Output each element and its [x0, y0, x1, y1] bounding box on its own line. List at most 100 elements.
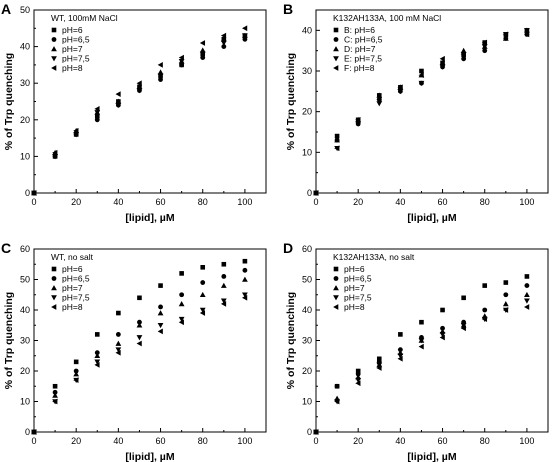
data-point — [52, 383, 58, 389]
x-tick-label: 0 — [31, 436, 36, 446]
y-tick-label: 50 — [20, 275, 30, 285]
legend-marker — [51, 276, 57, 281]
data-point — [461, 56, 467, 62]
data-point — [115, 349, 121, 356]
data-point — [158, 77, 163, 82]
data-point — [220, 301, 227, 307]
data-point — [157, 69, 164, 75]
y-tick-label: 20 — [20, 366, 30, 376]
data-point — [179, 62, 185, 68]
panel-letter: A — [1, 1, 11, 17]
data-point — [94, 113, 100, 119]
x-tick-label: 80 — [480, 436, 490, 446]
data-point — [334, 133, 340, 139]
data-point — [397, 89, 404, 95]
data-point — [94, 359, 101, 365]
data-point — [136, 322, 143, 328]
legend-entry: C: pH=6,5 — [344, 35, 383, 45]
data-point — [460, 322, 467, 329]
data-point — [158, 283, 163, 288]
data-point — [179, 271, 184, 276]
legend-marker — [333, 276, 339, 281]
data-point — [116, 310, 121, 316]
legend-marker — [51, 285, 57, 291]
data-point — [460, 47, 467, 53]
panel-annotation: K132AH133A, 100 mM NaCl — [333, 13, 441, 23]
data-point — [376, 96, 382, 103]
legend-entry: pH=8 — [344, 302, 365, 312]
x-tick-label: 80 — [198, 436, 208, 446]
legend-marker — [333, 56, 339, 62]
data-point — [460, 325, 466, 332]
x-tick-label: 20 — [353, 436, 363, 446]
data-point — [52, 154, 58, 160]
data-point — [115, 331, 121, 337]
data-point — [178, 301, 185, 307]
data-point — [242, 267, 248, 273]
data-point — [503, 292, 509, 298]
data-point — [460, 51, 466, 58]
data-point — [502, 301, 509, 307]
data-point — [440, 307, 445, 313]
data-point — [200, 55, 206, 60]
y-tick-label: 10 — [20, 151, 30, 161]
panel-letter: D — [283, 240, 293, 256]
data-point — [200, 265, 206, 270]
data-point — [481, 44, 488, 50]
legend-entry: pH=6,5 — [62, 274, 90, 284]
data-point — [94, 362, 100, 368]
data-point — [94, 332, 100, 337]
y-tick-label: 10 — [20, 397, 30, 407]
data-point — [355, 377, 362, 384]
data-point — [397, 84, 403, 91]
data-point — [178, 58, 185, 65]
data-point — [418, 72, 424, 78]
data-point — [220, 298, 227, 304]
data-point — [73, 377, 79, 384]
data-point — [220, 282, 227, 288]
x-axis-title: [lipid], µM — [407, 212, 456, 224]
data-point — [439, 55, 445, 62]
data-point — [355, 371, 361, 377]
data-point — [136, 83, 143, 90]
data-point — [115, 347, 122, 353]
data-point — [242, 294, 248, 301]
legend-marker — [333, 285, 339, 291]
legend-entry: D: pH=7 — [344, 44, 376, 54]
data-point — [376, 365, 382, 371]
data-point — [376, 356, 382, 362]
data-point — [355, 116, 361, 123]
data-point — [136, 80, 142, 87]
data-point — [481, 316, 488, 323]
x-tick-label: 0 — [31, 197, 36, 207]
x-tick-label: 60 — [156, 197, 166, 207]
data-point — [524, 31, 530, 38]
data-point — [158, 304, 163, 310]
data-point — [157, 322, 164, 329]
data-point — [524, 298, 530, 304]
data-point — [397, 347, 403, 353]
legend-entry: E: pH=7,5 — [344, 54, 382, 64]
data-point — [73, 132, 80, 138]
panel-annotation: WT, 100mM NaCl — [51, 13, 118, 23]
legend-marker — [333, 295, 339, 301]
data-point — [73, 368, 79, 374]
data-point — [115, 98, 122, 104]
data-point — [355, 380, 361, 387]
data-point — [179, 292, 185, 298]
panel-annotation: K132AH133A, no salt — [333, 252, 415, 262]
legend-marker — [333, 27, 339, 33]
y-tick-label: 50 — [302, 275, 312, 285]
data-point — [115, 102, 122, 109]
data-point — [242, 292, 248, 298]
legend-entry: B: pH=6 — [344, 25, 375, 35]
data-point — [200, 280, 206, 285]
data-point — [94, 350, 100, 356]
legend-marker — [333, 266, 339, 272]
data-point — [221, 44, 227, 50]
data-point — [31, 190, 37, 196]
legend-marker — [333, 304, 339, 310]
y-tick-label: 20 — [302, 366, 312, 376]
data-point — [418, 338, 425, 344]
data-point — [94, 110, 101, 116]
